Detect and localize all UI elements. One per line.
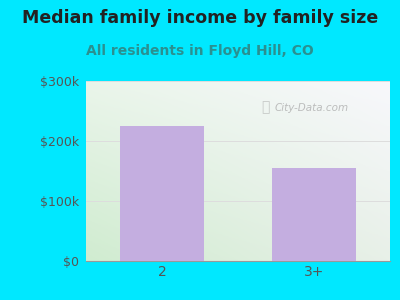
Bar: [272, 168, 356, 261]
Text: City-Data.com: City-Data.com: [274, 103, 349, 113]
Bar: [120, 126, 204, 261]
Text: Median family income by family size: Median family income by family size: [22, 9, 378, 27]
Text: All residents in Floyd Hill, CO: All residents in Floyd Hill, CO: [86, 44, 314, 58]
Text: ⌕: ⌕: [261, 100, 269, 114]
